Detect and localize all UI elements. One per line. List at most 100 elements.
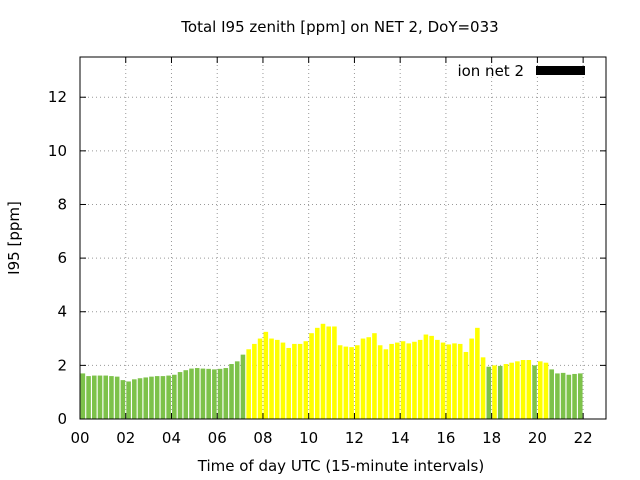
bar bbox=[200, 368, 206, 419]
bar bbox=[223, 368, 229, 419]
legend-label: ion net 2 bbox=[457, 62, 524, 80]
bar bbox=[337, 345, 343, 419]
bar bbox=[297, 343, 303, 419]
bar bbox=[314, 327, 320, 419]
bar bbox=[509, 362, 514, 419]
bar bbox=[497, 365, 503, 419]
bar bbox=[320, 323, 326, 419]
grid-lines bbox=[80, 57, 606, 419]
x-tick-label: 02 bbox=[116, 429, 135, 447]
y-tick-label: 0 bbox=[57, 410, 67, 428]
x-tick-label: 08 bbox=[253, 429, 272, 447]
bar bbox=[360, 338, 366, 419]
plot-frame bbox=[79, 56, 607, 420]
bar bbox=[217, 368, 223, 419]
bar bbox=[326, 326, 331, 419]
bar bbox=[520, 360, 526, 419]
x-tick-label: 22 bbox=[574, 429, 593, 447]
bar bbox=[532, 365, 537, 419]
bar bbox=[240, 354, 246, 419]
bar bbox=[480, 357, 486, 419]
bar bbox=[332, 326, 337, 419]
chart-title: Total I95 zenith [ppm] on NET 2, DoY=033 bbox=[180, 18, 498, 36]
bar bbox=[303, 341, 309, 419]
x-tick-label: 20 bbox=[528, 429, 547, 447]
x-tick-label: 14 bbox=[391, 429, 410, 447]
bar bbox=[172, 374, 177, 419]
x-axis-label: Time of day UTC (15-minute intervals) bbox=[197, 457, 484, 475]
bar bbox=[86, 376, 91, 419]
bar bbox=[206, 368, 211, 419]
bar bbox=[292, 343, 297, 419]
bar bbox=[566, 374, 572, 419]
bar bbox=[269, 338, 274, 419]
bar bbox=[555, 373, 560, 419]
bar bbox=[560, 372, 566, 419]
bar bbox=[252, 343, 257, 419]
bar bbox=[572, 373, 577, 419]
bar bbox=[515, 361, 520, 419]
bar bbox=[492, 365, 497, 419]
bar bbox=[343, 346, 349, 419]
bar bbox=[486, 366, 492, 419]
bar bbox=[440, 342, 446, 419]
bar bbox=[549, 369, 554, 419]
bar bbox=[429, 335, 434, 419]
bar bbox=[452, 343, 457, 419]
y-tick-label: 10 bbox=[48, 142, 67, 160]
bar bbox=[166, 375, 171, 419]
y-tick-label: 8 bbox=[57, 195, 67, 213]
bar bbox=[97, 375, 103, 419]
bar bbox=[537, 361, 543, 419]
bar bbox=[423, 334, 429, 419]
bar bbox=[120, 380, 126, 419]
bar bbox=[355, 345, 360, 419]
bar bbox=[543, 362, 549, 419]
bar bbox=[194, 368, 200, 419]
legend: ion net 2 bbox=[457, 62, 585, 80]
legend-swatch bbox=[536, 66, 585, 75]
bar bbox=[229, 364, 234, 419]
bar bbox=[435, 339, 440, 419]
bar bbox=[80, 373, 86, 419]
bar bbox=[109, 376, 114, 419]
bar bbox=[446, 344, 452, 419]
bar bbox=[577, 373, 583, 419]
bar bbox=[526, 360, 532, 419]
bar bbox=[417, 339, 423, 419]
bar bbox=[383, 349, 389, 419]
bar bbox=[309, 333, 314, 419]
bar bbox=[280, 342, 286, 419]
bar bbox=[349, 347, 354, 419]
bar bbox=[372, 333, 377, 419]
bar bbox=[126, 381, 131, 419]
bar bbox=[132, 379, 137, 419]
bar bbox=[263, 331, 269, 419]
y-axis-ticks: 0 2 4 6 8 10 12 bbox=[48, 88, 606, 428]
x-tick-label: 10 bbox=[299, 429, 318, 447]
y-tick-label: 6 bbox=[57, 249, 67, 267]
bar bbox=[395, 342, 400, 419]
bar bbox=[286, 347, 291, 419]
bar bbox=[234, 361, 240, 419]
bar bbox=[400, 341, 406, 419]
bar bbox=[274, 339, 280, 419]
bar bbox=[114, 376, 120, 419]
x-tick-label: 06 bbox=[208, 429, 227, 447]
x-axis-ticks: 00 02 04 06 08 10 12 14 16 18 20 22 bbox=[70, 57, 593, 447]
bar bbox=[503, 364, 509, 419]
bar bbox=[160, 376, 166, 419]
bar bbox=[389, 343, 394, 419]
y-axis-label: I95 [ppm] bbox=[5, 201, 23, 275]
bar bbox=[475, 327, 480, 419]
bar bbox=[463, 351, 469, 419]
x-tick-label: 04 bbox=[162, 429, 181, 447]
y-tick-label: 2 bbox=[57, 356, 67, 374]
bar bbox=[189, 368, 194, 419]
bar bbox=[412, 341, 417, 419]
bar-series bbox=[80, 323, 583, 419]
bar bbox=[177, 372, 183, 419]
bar bbox=[246, 349, 251, 419]
bar bbox=[154, 376, 160, 419]
